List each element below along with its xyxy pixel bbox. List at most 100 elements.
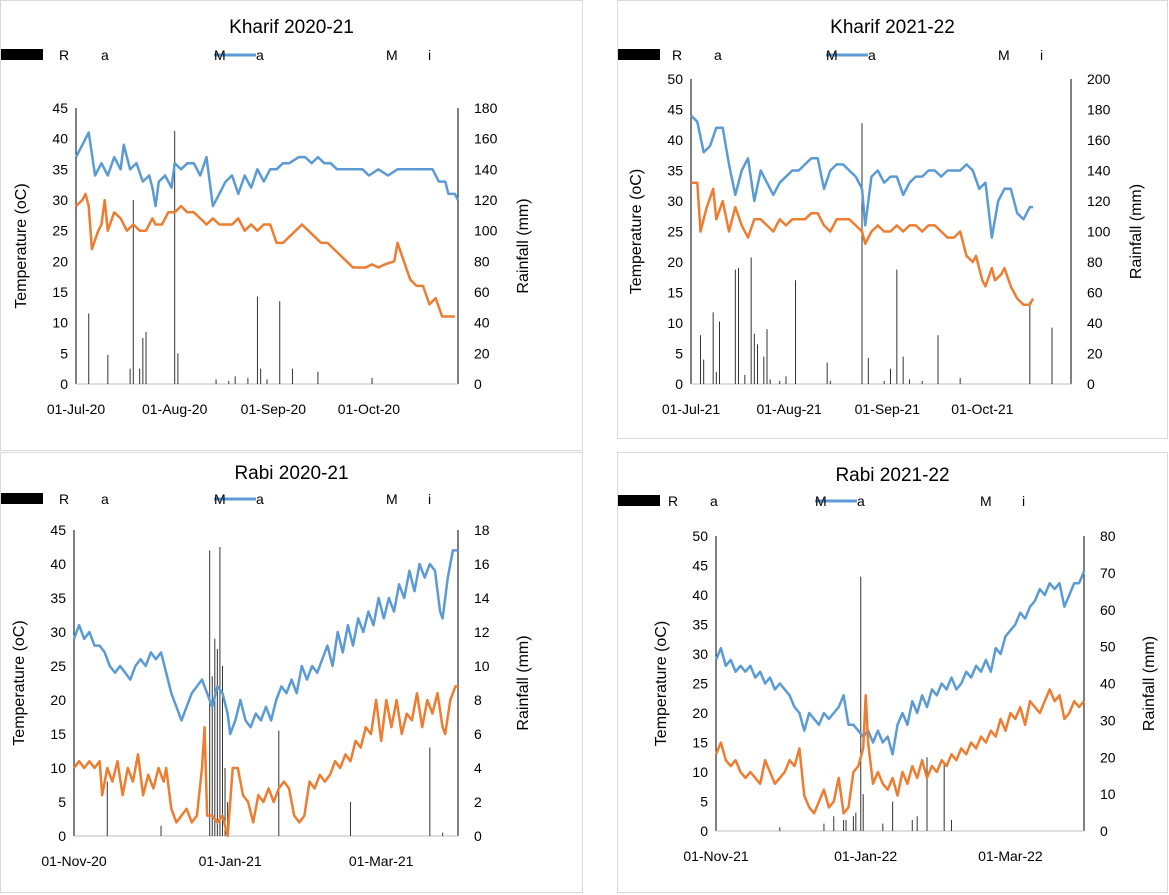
- x-tick-label: 01-Aug-21: [756, 401, 822, 417]
- x-tick-label: 01-Oct-20: [338, 401, 400, 417]
- chart-panel-kharif-2020-21: Kharif 2020-21Rainfall (mm)Max.Temp (oC)…: [0, 0, 583, 451]
- y-tick-label: 50: [667, 71, 683, 87]
- legend-min-temp-label: Min.Temp.(oC): [980, 493, 1167, 509]
- y-tick-label: 25: [692, 676, 708, 692]
- x-tick-label: 01-Sep-20: [241, 401, 307, 417]
- y2-tick-label: 40: [474, 315, 490, 331]
- min-temp-line: [75, 192, 455, 318]
- chart-panel-kharif-2021-22: Kharif 2021-22 Rainfall (mm)Max.Temp (oC)…: [617, 0, 1168, 439]
- y2-tick-label: 180: [474, 100, 498, 116]
- legend-rainfall-label: Rainfall (mm): [672, 47, 1167, 63]
- y2-tick-label: 0: [1100, 823, 1108, 839]
- y-tick-label: 20: [50, 692, 66, 708]
- y2-axis-title: Rainfall (mm): [515, 635, 532, 730]
- y2-tick-label: 120: [1087, 193, 1111, 209]
- y-tick-label: 25: [52, 223, 68, 239]
- x-tick-label: 01-Jul-21: [662, 401, 721, 417]
- legend-min-temp-label: Min.Temp.(oC): [998, 47, 1167, 63]
- y-tick-label: 5: [675, 346, 683, 362]
- chart-title: Kharif 2021-22: [830, 17, 955, 38]
- x-tick-label: 01-Oct-21: [951, 401, 1013, 417]
- legend-rainfall-swatch: [618, 495, 660, 506]
- x-tick-label: 01-Nov-21: [683, 848, 749, 864]
- y2-tick-label: 60: [474, 284, 490, 300]
- y-tick-label: 0: [675, 376, 683, 392]
- y-tick-label: 40: [667, 132, 683, 148]
- y2-tick-label: 0: [1087, 376, 1095, 392]
- y-tick-label: 50: [692, 528, 708, 544]
- max-temp-line: [74, 131, 460, 208]
- y-tick-label: 40: [52, 131, 68, 147]
- x-tick-label: 01-Mar-22: [978, 848, 1043, 864]
- min-temp-line: [714, 688, 1085, 815]
- y2-tick-label: 60: [1100, 602, 1116, 618]
- y-tick-label: 15: [52, 284, 68, 300]
- x-tick-label: 01-Jul-20: [47, 401, 106, 417]
- y2-tick-label: 160: [474, 131, 498, 147]
- y-tick-label: 5: [58, 794, 66, 810]
- y2-tick-label: 12: [474, 624, 490, 640]
- y-tick-label: 45: [52, 100, 68, 116]
- y2-tick-label: 40: [1100, 676, 1116, 692]
- min-temp-line: [691, 181, 1035, 306]
- y2-tick-label: 80: [1087, 254, 1103, 270]
- y2-tick-label: 4: [474, 760, 482, 776]
- max-temp-line: [714, 570, 1086, 756]
- y-tick-label: 35: [667, 163, 683, 179]
- chart-title: Rabi 2021-22: [835, 465, 949, 486]
- y-axis-title: Temperature (oC): [11, 620, 28, 745]
- y-tick-label: 40: [692, 587, 708, 603]
- y-tick-label: 30: [667, 193, 683, 209]
- y-tick-label: 10: [692, 764, 708, 780]
- y2-axis-title: Rainfall (mm): [1141, 636, 1158, 731]
- y2-tick-label: 50: [1100, 639, 1116, 655]
- y-tick-label: 20: [667, 254, 683, 270]
- chart-kharif-2020-21: Kharif 2020-21Rainfall (mm)Max.Temp (oC)…: [1, 17, 582, 417]
- legend-min-temp-label: Min.Temp.(oC): [386, 47, 582, 63]
- y-tick-label: 45: [667, 102, 683, 118]
- y-tick-label: 10: [50, 760, 66, 776]
- y2-tick-label: 140: [1087, 163, 1111, 179]
- y-tick-label: 10: [52, 315, 68, 331]
- y-tick-label: 35: [52, 161, 68, 177]
- legend-max-temp-label: Max.Temp (oC): [826, 47, 1167, 63]
- max-temp-line: [690, 114, 1033, 239]
- y2-tick-label: 8: [474, 692, 482, 708]
- y-tick-label: 10: [667, 315, 683, 331]
- chart-title: Rabi 2020-21: [234, 463, 348, 484]
- legend-rainfall-label: Rainfall (mm): [668, 493, 1167, 509]
- legend-max-temp-label: Max.Temp (oC): [214, 491, 582, 507]
- x-tick-label: 01-Jan-22: [834, 848, 897, 864]
- y-tick-label: 0: [700, 823, 708, 839]
- y2-tick-label: 20: [1087, 346, 1103, 362]
- y2-tick-label: 20: [1100, 749, 1116, 765]
- y2-tick-label: 160: [1087, 132, 1111, 148]
- chart-panel-rabi-2021-22: Rabi 2021-22Rainfall (mm)Max.Temp (oC)Mi…: [617, 452, 1168, 893]
- y2-tick-label: 180: [1087, 102, 1111, 118]
- y2-tick-label: 70: [1100, 565, 1116, 581]
- y2-tick-label: 16: [474, 556, 490, 572]
- legend-min-temp-label: Min.Temp.(oC): [386, 491, 582, 507]
- legend-max-temp-label: Max.Temp (oC): [214, 47, 582, 63]
- y2-tick-label: 10: [474, 658, 490, 674]
- y2-tick-label: 60: [1087, 285, 1103, 301]
- y2-tick-label: 0: [474, 828, 482, 844]
- legend-rainfall-swatch: [1, 493, 43, 504]
- chart-rabi-2020-21: Rabi 2020-21 Rainfall (mm) Max.Temp (oC)Mi…: [1, 463, 582, 869]
- y2-tick-label: 100: [474, 223, 498, 239]
- x-tick-label: 01-Mar-21: [349, 853, 414, 869]
- chart-kharif-2021-22: Kharif 2021-22 Rainfall (mm)Max.Temp (oC)…: [618, 17, 1167, 417]
- x-tick-label: 01-Nov-20: [41, 853, 107, 869]
- y-tick-label: 0: [60, 376, 68, 392]
- y-tick-label: 15: [692, 735, 708, 751]
- y-tick-label: 0: [58, 828, 66, 844]
- x-tick-label: 01-Aug-20: [142, 401, 208, 417]
- y2-tick-label: 10: [1100, 786, 1116, 802]
- y-tick-label: 15: [50, 726, 66, 742]
- y-axis-title: Temperature (oC): [13, 183, 30, 308]
- y-tick-label: 40: [50, 556, 66, 572]
- chart-rabi-2021-22: Rabi 2021-22Rainfall (mm)Max.Temp (oC)Mi…: [618, 465, 1167, 864]
- y2-tick-label: 2: [474, 794, 482, 810]
- y2-tick-label: 100: [1087, 224, 1111, 240]
- y2-tick-label: 80: [1100, 528, 1116, 544]
